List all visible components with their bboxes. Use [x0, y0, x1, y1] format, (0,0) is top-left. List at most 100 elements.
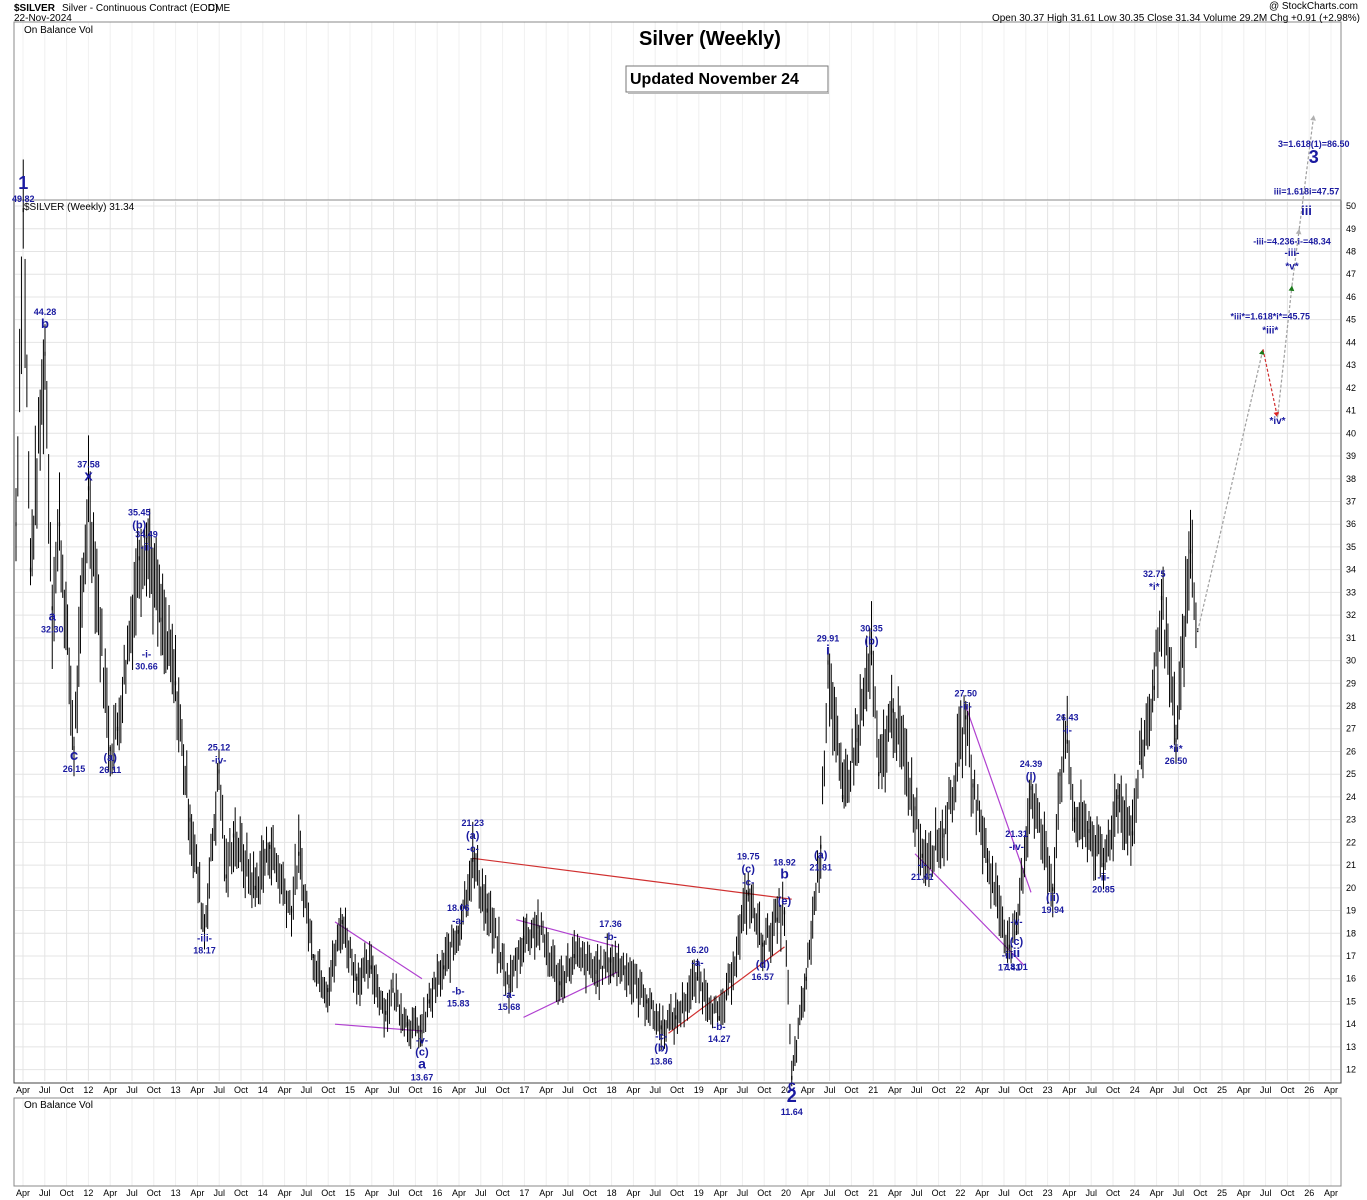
x-tick-label: Oct: [844, 1085, 859, 1095]
y-tick-label: 45: [1346, 315, 1356, 325]
x-tick-label-bottom: Jul: [1260, 1188, 1272, 1198]
panel-frames: [13, 21, 1342, 1187]
wave-label: (b): [654, 1042, 668, 1054]
x-tick-label: Apr: [801, 1085, 815, 1095]
projection-segment: [1298, 115, 1315, 229]
x-tick-label: Apr: [1324, 1085, 1338, 1095]
price-label: $SILVER (Weekly) 31.34: [24, 202, 135, 213]
x-axis: Apr Apr Jul Jul Oct Oct 12 12 Apr Apr Jul Jul Oct Oct…: [16, 1085, 1338, 1198]
x-tick-label: Oct: [147, 1085, 162, 1095]
wave-label: -c-: [742, 878, 754, 889]
wave-label: a: [418, 1056, 426, 1072]
x-tick-label-bottom: Oct: [60, 1188, 75, 1198]
wave-label: c: [70, 747, 78, 764]
wave-label: -a-: [503, 990, 515, 1001]
x-tick-label: Apr: [278, 1085, 292, 1095]
x-tick-label-bottom: Apr: [626, 1188, 640, 1198]
wave-label: 30.35: [860, 624, 883, 634]
x-tick-label: 16: [432, 1085, 442, 1095]
projection-segment: [1262, 349, 1279, 418]
wave-label: 21.31: [1005, 829, 1028, 839]
trend-line: [334, 921, 423, 980]
x-tick-label: 24: [1130, 1085, 1140, 1095]
x-tick-label: Apr: [452, 1085, 466, 1095]
x-tick-label: 12: [83, 1085, 93, 1095]
exchange: CME: [208, 3, 231, 14]
y-tick-label: 37: [1346, 496, 1356, 506]
x-tick-label: Jul: [824, 1085, 836, 1095]
x-tick-label-bottom: Apr: [1062, 1188, 1076, 1198]
y-tick-label: 46: [1346, 292, 1356, 302]
x-tick-label: Oct: [60, 1085, 75, 1095]
wave-label: 35.45: [128, 508, 151, 518]
x-tick-label-bottom: 16: [432, 1188, 442, 1198]
x-tick-label-bottom: Oct: [583, 1188, 598, 1198]
x-tick-label: 20: [781, 1085, 791, 1095]
wave-label: *ii*: [1169, 744, 1182, 755]
x-tick-label-bottom: 19: [694, 1188, 704, 1198]
x-tick-label: Oct: [670, 1085, 685, 1095]
wave-label: -v-: [416, 1036, 428, 1047]
y-tick-label: 44: [1346, 337, 1356, 347]
x-tick-label-bottom: Oct: [408, 1188, 423, 1198]
projection-label: 3=1.618(1)=86.50: [1278, 139, 1350, 149]
x-tick-label: Jul: [998, 1085, 1010, 1095]
x-tick-label-bottom: Apr: [365, 1188, 379, 1198]
wave-label: 21.41: [911, 872, 934, 882]
y-tick-label: 19: [1346, 906, 1356, 916]
wave-label: 21.23: [461, 818, 484, 828]
wave-label: 18.01: [1005, 962, 1028, 972]
y-tick-label: 47: [1346, 269, 1356, 279]
x-tick-label: Jul: [388, 1085, 400, 1095]
wave-label: 44.28: [34, 307, 57, 317]
wave-label: -c-: [655, 1031, 667, 1042]
x-tick-label-bottom: Apr: [888, 1188, 902, 1198]
wave-label: -a-: [691, 958, 703, 969]
wave-label: 30.66: [135, 662, 158, 672]
description: Silver - Continuous Contract (EOD): [62, 3, 218, 14]
x-tick-label: Apr: [103, 1085, 117, 1095]
wave-label: -iii-: [1002, 951, 1017, 962]
x-tick-label-bottom: Jul: [1085, 1188, 1097, 1198]
grid: [15, 22, 1340, 1186]
x-tick-label: Jul: [1085, 1085, 1097, 1095]
y-tick-label: 20: [1346, 883, 1356, 893]
x-tick-label-bottom: Jul: [562, 1188, 574, 1198]
watermark: @ StockCharts.com: [1269, 1, 1358, 12]
wave-label: 16.57: [751, 972, 774, 982]
wave-label: ii: [1013, 945, 1020, 960]
wave-label: 21.81: [809, 863, 832, 873]
wave-label: 26.11: [99, 765, 121, 775]
wave-label: b: [780, 865, 789, 881]
wave-label: 37.58: [77, 459, 100, 469]
x-tick-label: Jul: [1173, 1085, 1185, 1095]
x-tick-label-bottom: 12: [83, 1188, 93, 1198]
y-tick-label: 23: [1346, 815, 1356, 825]
x-tick-label: Apr: [1237, 1085, 1251, 1095]
wave-label: (a): [814, 850, 828, 862]
projection-segment: [1197, 349, 1264, 632]
projection-label: 3: [1309, 147, 1319, 167]
y-tick-label: 12: [1346, 1065, 1356, 1075]
x-tick-label-bottom: Jul: [126, 1188, 138, 1198]
wave-label: (c): [742, 864, 756, 876]
x-tick-label-bottom: Apr: [452, 1188, 466, 1198]
update-box: [625, 65, 829, 93]
x-tick-label-bottom: Oct: [757, 1188, 772, 1198]
wave-label: 26.43: [1056, 713, 1079, 723]
wave-label: x: [84, 467, 93, 484]
projection-arrow: [1310, 115, 1316, 121]
y-axis: 12 13 14 15 16 17 18 19 20 21 22 23 24 25 26 27 28 29 30 31…: [1346, 201, 1356, 1075]
x-tick-label-bottom: 20: [781, 1188, 791, 1198]
x-tick-label-bottom: Apr: [975, 1188, 989, 1198]
wave-label: (a): [104, 752, 118, 764]
x-tick-label: 26: [1304, 1085, 1314, 1095]
projection-label: *v*: [1285, 262, 1298, 273]
wave-label: 18.17: [193, 945, 216, 955]
chart-title: Silver (Weekly): [639, 28, 781, 50]
wave-label: 13.67: [411, 1073, 434, 1083]
wave-label: 15.83: [447, 999, 470, 1009]
x-tick-label: Oct: [234, 1085, 249, 1095]
x-tick-label-bottom: 22: [955, 1188, 965, 1198]
